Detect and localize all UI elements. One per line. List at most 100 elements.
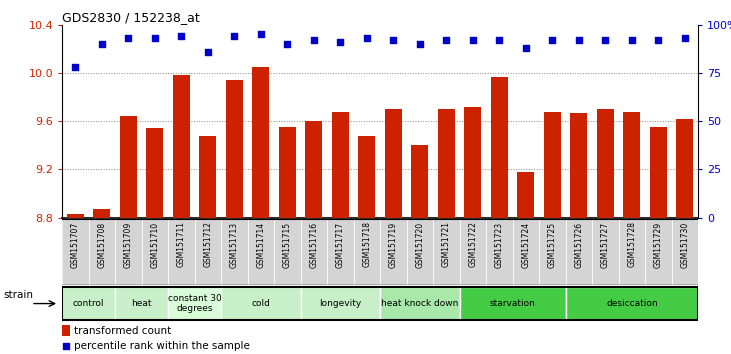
Text: cold: cold (251, 299, 270, 308)
Bar (62, 287, 115, 320)
Bar (618, 219, 645, 285)
Bar (94, 209, 110, 218)
Bar (380, 219, 406, 285)
Bar (354, 219, 380, 285)
Text: GSM151721: GSM151721 (442, 222, 451, 267)
Point (308, 38, 319, 43)
Text: GSM151708: GSM151708 (97, 222, 107, 268)
Bar (412, 145, 428, 218)
Point (361, 35, 373, 41)
Point (335, 39, 346, 45)
Text: GSM151714: GSM151714 (257, 222, 265, 268)
Text: percentile rank within the sample: percentile rank within the sample (74, 341, 249, 351)
Text: GSM151718: GSM151718 (363, 222, 371, 267)
Text: GSM151710: GSM151710 (151, 222, 159, 268)
Text: constant 30
degrees: constant 30 degrees (167, 294, 221, 313)
Bar (512, 219, 539, 285)
Bar (88, 219, 115, 285)
Bar (645, 219, 672, 285)
Text: GSM151716: GSM151716 (309, 222, 319, 268)
Text: transformed count: transformed count (74, 326, 171, 336)
Bar (226, 80, 243, 218)
Bar (332, 112, 349, 218)
Bar (566, 287, 698, 320)
Text: heat: heat (132, 299, 152, 308)
Text: GSM151709: GSM151709 (124, 222, 133, 268)
Bar (120, 116, 137, 218)
Bar (385, 109, 402, 218)
Bar (221, 219, 248, 285)
Bar (592, 219, 618, 285)
Bar (300, 287, 380, 320)
Point (175, 34, 187, 39)
Bar (596, 109, 614, 218)
Point (679, 35, 691, 41)
Bar (279, 127, 296, 218)
Point (573, 38, 585, 43)
Point (547, 38, 558, 43)
Text: longevity: longevity (319, 299, 362, 308)
Text: control: control (73, 299, 105, 308)
Bar (491, 76, 508, 218)
Text: GSM151730: GSM151730 (681, 222, 689, 268)
Text: GSM151719: GSM151719 (389, 222, 398, 268)
Bar (566, 219, 592, 285)
Bar (146, 129, 164, 218)
Bar (248, 219, 274, 285)
Text: desiccation: desiccation (606, 299, 658, 308)
Bar (200, 136, 216, 218)
Bar (168, 287, 221, 320)
Text: GSM151725: GSM151725 (548, 222, 557, 268)
Bar (676, 119, 694, 218)
Text: GSM151715: GSM151715 (283, 222, 292, 268)
Text: GSM151727: GSM151727 (601, 222, 610, 268)
Bar (115, 287, 168, 320)
Bar (115, 219, 142, 285)
Text: GSM151723: GSM151723 (495, 222, 504, 268)
Text: GDS2830 / 152238_at: GDS2830 / 152238_at (62, 11, 200, 24)
Point (414, 41, 425, 47)
Bar (650, 127, 667, 218)
Bar (544, 112, 561, 218)
Bar (380, 287, 460, 320)
Bar (438, 109, 455, 218)
Bar (672, 219, 698, 285)
Point (599, 38, 611, 43)
Bar (539, 219, 566, 285)
Point (229, 34, 240, 39)
Bar (194, 219, 221, 285)
Text: GSM151711: GSM151711 (177, 222, 186, 267)
Bar (221, 287, 300, 320)
Bar (464, 107, 482, 218)
Point (149, 35, 161, 41)
Bar (142, 219, 168, 285)
Text: GSM151707: GSM151707 (71, 222, 80, 268)
Text: GSM151726: GSM151726 (575, 222, 583, 268)
Point (202, 49, 213, 55)
Bar (306, 121, 322, 218)
Bar (274, 219, 300, 285)
Point (123, 35, 135, 41)
Point (467, 38, 479, 43)
Text: GSM151712: GSM151712 (203, 222, 213, 267)
Bar (67, 214, 84, 218)
Bar (358, 136, 376, 218)
Point (387, 38, 399, 43)
Bar (460, 219, 486, 285)
Bar (62, 325, 69, 336)
Text: GSM151728: GSM151728 (627, 222, 637, 267)
Bar (173, 75, 190, 218)
Text: heat knock down: heat knock down (381, 299, 458, 308)
Bar (624, 112, 640, 218)
Point (69, 64, 81, 70)
Bar (460, 287, 566, 320)
Text: GSM151722: GSM151722 (469, 222, 477, 267)
Bar (327, 219, 354, 285)
Bar (406, 219, 433, 285)
Point (653, 38, 664, 43)
Point (409, 263, 420, 268)
Text: GSM151720: GSM151720 (415, 222, 425, 268)
Point (281, 41, 293, 47)
Bar (300, 219, 327, 285)
Text: GSM151717: GSM151717 (336, 222, 345, 268)
